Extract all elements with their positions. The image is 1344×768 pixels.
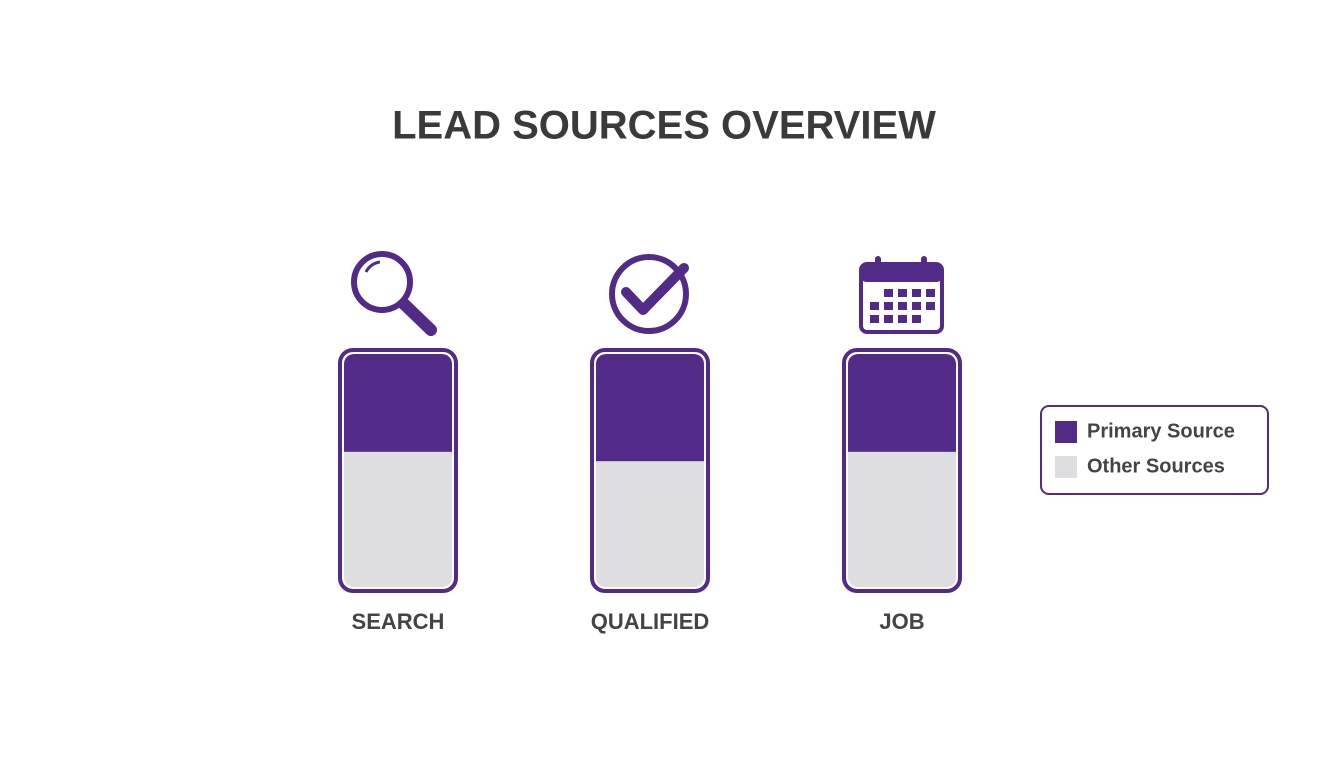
bar-segment: [596, 354, 704, 462]
bar-outline: [842, 348, 962, 593]
x-tick-label: QUALIFIED: [591, 609, 710, 634]
legend-label: Other Sources: [1087, 455, 1225, 477]
bar-segment: [596, 461, 704, 587]
chart-title: LEAD SOURCES OVERVIEW: [392, 104, 936, 148]
bar-group: [848, 354, 956, 587]
bar-outline: [590, 348, 710, 593]
x-tick-label: JOB: [879, 609, 924, 634]
legend-swatch: [1055, 456, 1077, 478]
legend-box: [1040, 405, 1269, 495]
calendar-icon: [859, 256, 944, 334]
legend-label: Primary Source: [1087, 420, 1235, 442]
bar-outline: [338, 348, 458, 593]
bar-segment: [848, 451, 956, 587]
bar-segment: [848, 354, 956, 452]
bar-group: [344, 354, 452, 587]
search-icon: [351, 251, 437, 336]
check-icon: [609, 254, 689, 334]
bar-group: [596, 354, 704, 587]
x-tick-label: SEARCH: [352, 609, 445, 634]
legend-swatch: [1055, 421, 1077, 443]
bar-segment: [344, 451, 452, 587]
bar-segment: [344, 354, 452, 452]
